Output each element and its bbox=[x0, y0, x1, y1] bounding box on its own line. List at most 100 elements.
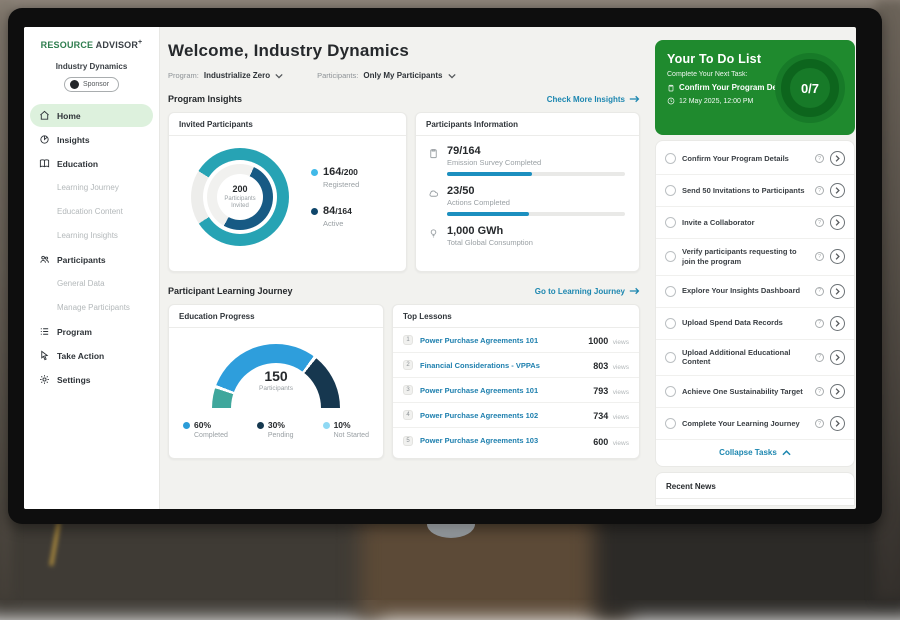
lesson-rank: 2 bbox=[403, 360, 413, 370]
task-open-button[interactable] bbox=[830, 151, 845, 166]
info-icon[interactable] bbox=[815, 252, 824, 261]
legend-active: 84/164 Active bbox=[311, 205, 359, 228]
sidebar-item-general-data[interactable]: General Data bbox=[30, 272, 153, 295]
task-open-button[interactable] bbox=[830, 284, 845, 299]
task-checkbox[interactable] bbox=[665, 153, 676, 164]
lesson-rank: 3 bbox=[403, 385, 413, 395]
collapse-label: Collapse Tasks bbox=[719, 448, 777, 457]
sidebar-item-program[interactable]: Program bbox=[30, 320, 153, 343]
task-open-button[interactable] bbox=[830, 416, 845, 431]
lesson-link[interactable]: Power Purchase Agreements 102 bbox=[420, 411, 586, 420]
sidebar-item-settings[interactable]: Settings bbox=[30, 368, 153, 391]
sidebar-item-manage-participants[interactable]: Manage Participants bbox=[30, 296, 153, 319]
section-title-program-insights: Program Insights bbox=[168, 94, 242, 104]
participants-information-card: Participants Information 79/164 Emission… bbox=[415, 112, 640, 272]
task-open-button[interactable] bbox=[830, 316, 845, 331]
task-label[interactable]: Verify participants requesting to join t… bbox=[682, 247, 809, 267]
lesson-link[interactable]: Financial Considerations - VPPAs bbox=[420, 361, 586, 370]
task-checkbox[interactable] bbox=[665, 185, 676, 196]
emission-progress-bar bbox=[447, 172, 625, 176]
task-checkbox[interactable] bbox=[665, 418, 676, 429]
info-icon[interactable] bbox=[815, 353, 824, 362]
task-checkbox[interactable] bbox=[665, 318, 676, 329]
education-progress-gauge: 150 Participants bbox=[212, 344, 340, 408]
legend-dot bbox=[323, 422, 330, 429]
stat-label: Emission Survey Completed bbox=[447, 158, 625, 167]
info-icon[interactable] bbox=[815, 154, 824, 163]
task-row: Verify participants requesting to join t… bbox=[656, 239, 854, 276]
lesson-link[interactable]: Power Purchase Agreements 101 bbox=[420, 386, 586, 395]
sidebar-item-label: Participants bbox=[57, 255, 106, 265]
sidebar-item-take-action[interactable]: Take Action bbox=[30, 344, 153, 367]
logo-advisor: ADVISOR bbox=[96, 40, 138, 50]
task-open-button[interactable] bbox=[830, 350, 845, 365]
task-checkbox[interactable] bbox=[665, 217, 676, 228]
legend-registered: 164/200 Registered bbox=[311, 166, 359, 189]
sidebar: RESOURCE ADVISOR+ Industry Dynamics Spon… bbox=[24, 27, 160, 509]
sponsor-badge[interactable]: Sponsor bbox=[64, 77, 119, 92]
sidebar-item-education[interactable]: Education bbox=[30, 152, 153, 175]
app-logo: RESOURCE ADVISOR+ bbox=[24, 39, 159, 50]
todo-panel: Your To Do List Complete Your Next Task:… bbox=[655, 40, 855, 506]
lesson-rank: 1 bbox=[403, 335, 413, 345]
sidebar-item-insights[interactable]: Insights bbox=[30, 128, 153, 151]
task-label[interactable]: Upload Additional Educational Content bbox=[682, 348, 809, 368]
sidebar-item-label: Settings bbox=[57, 375, 91, 385]
task-label[interactable]: Complete Your Learning Journey bbox=[682, 419, 809, 429]
chevron-down-icon bbox=[448, 73, 456, 79]
lesson-row: 1 Power Purchase Agreements 101 1000 vie… bbox=[393, 328, 639, 353]
task-checkbox[interactable] bbox=[665, 251, 676, 262]
task-label[interactable]: Send 50 Invitations to Participants bbox=[682, 186, 809, 196]
info-icon[interactable] bbox=[815, 287, 824, 296]
program-dropdown[interactable]: Program: Industrialize Zero bbox=[168, 71, 283, 80]
stat-label: Total Global Consumption bbox=[447, 238, 533, 247]
legend-pending: 30% Pending bbox=[257, 420, 294, 439]
sidebar-item-label: Program bbox=[57, 327, 92, 337]
sidebar-item-participants[interactable]: Participants bbox=[30, 248, 153, 271]
todo-task-list: Confirm Your Program Details Send 50 Inv… bbox=[655, 140, 855, 467]
task-checkbox[interactable] bbox=[665, 352, 676, 363]
sidebar-item-education-content[interactable]: Education Content bbox=[30, 200, 153, 223]
info-icon[interactable] bbox=[815, 387, 824, 396]
info-icon[interactable] bbox=[815, 319, 824, 328]
task-open-button[interactable] bbox=[830, 215, 845, 230]
clock-icon bbox=[667, 97, 675, 105]
info-icon[interactable] bbox=[815, 218, 824, 227]
card-title: Invited Participants bbox=[169, 113, 406, 136]
task-open-button[interactable] bbox=[830, 249, 845, 264]
card-title: Top Lessons bbox=[393, 305, 639, 328]
program-icon bbox=[39, 326, 50, 337]
chevron-up-icon bbox=[782, 450, 791, 456]
invited-participants-donut: 200 Participants Invited bbox=[191, 148, 289, 246]
settings-icon bbox=[39, 374, 50, 385]
info-icon[interactable] bbox=[815, 419, 824, 428]
sidebar-item-learning-insights[interactable]: Learning Insights bbox=[30, 224, 153, 247]
stat-value: 23/50 bbox=[447, 185, 625, 197]
task-checkbox[interactable] bbox=[665, 386, 676, 397]
gauge-center-value: 150 bbox=[212, 368, 340, 384]
task-label[interactable]: Confirm Your Program Details bbox=[682, 154, 809, 164]
task-checkbox[interactable] bbox=[665, 286, 676, 297]
education-progress-card: Education Progress 150 Participants 60% … bbox=[168, 304, 384, 459]
sidebar-item-home[interactable]: Home bbox=[30, 104, 153, 127]
collapse-tasks-link[interactable]: Collapse Tasks bbox=[656, 440, 854, 464]
sidebar-item-learning-journey[interactable]: Learning Journey bbox=[30, 176, 153, 199]
todo-summary-card: Your To Do List Complete Your Next Task:… bbox=[655, 40, 855, 135]
check-more-insights-link[interactable]: Check More Insights bbox=[547, 95, 640, 104]
invited-participants-card: Invited Participants 200 Participants In… bbox=[168, 112, 407, 272]
stat-label: Actions Completed bbox=[447, 198, 625, 207]
lesson-link[interactable]: Power Purchase Agreements 103 bbox=[420, 436, 586, 445]
participants-dropdown[interactable]: Participants: Only My Participants bbox=[317, 71, 455, 80]
task-label[interactable]: Upload Spend Data Records bbox=[682, 318, 809, 328]
lesson-link[interactable]: Power Purchase Agreements 101 bbox=[420, 336, 581, 345]
task-row: Achieve One Sustainability Target bbox=[656, 376, 854, 408]
go-to-learning-journey-link[interactable]: Go to Learning Journey bbox=[535, 287, 640, 296]
task-label[interactable]: Invite a Collaborator bbox=[682, 218, 809, 228]
sponsor-icon bbox=[70, 80, 79, 89]
card-title: Education Progress bbox=[169, 305, 383, 328]
task-open-button[interactable] bbox=[830, 384, 845, 399]
task-label[interactable]: Achieve One Sustainability Target bbox=[682, 387, 809, 397]
task-label[interactable]: Explore Your Insights Dashboard bbox=[682, 286, 809, 296]
task-open-button[interactable] bbox=[830, 183, 845, 198]
info-icon[interactable] bbox=[815, 186, 824, 195]
